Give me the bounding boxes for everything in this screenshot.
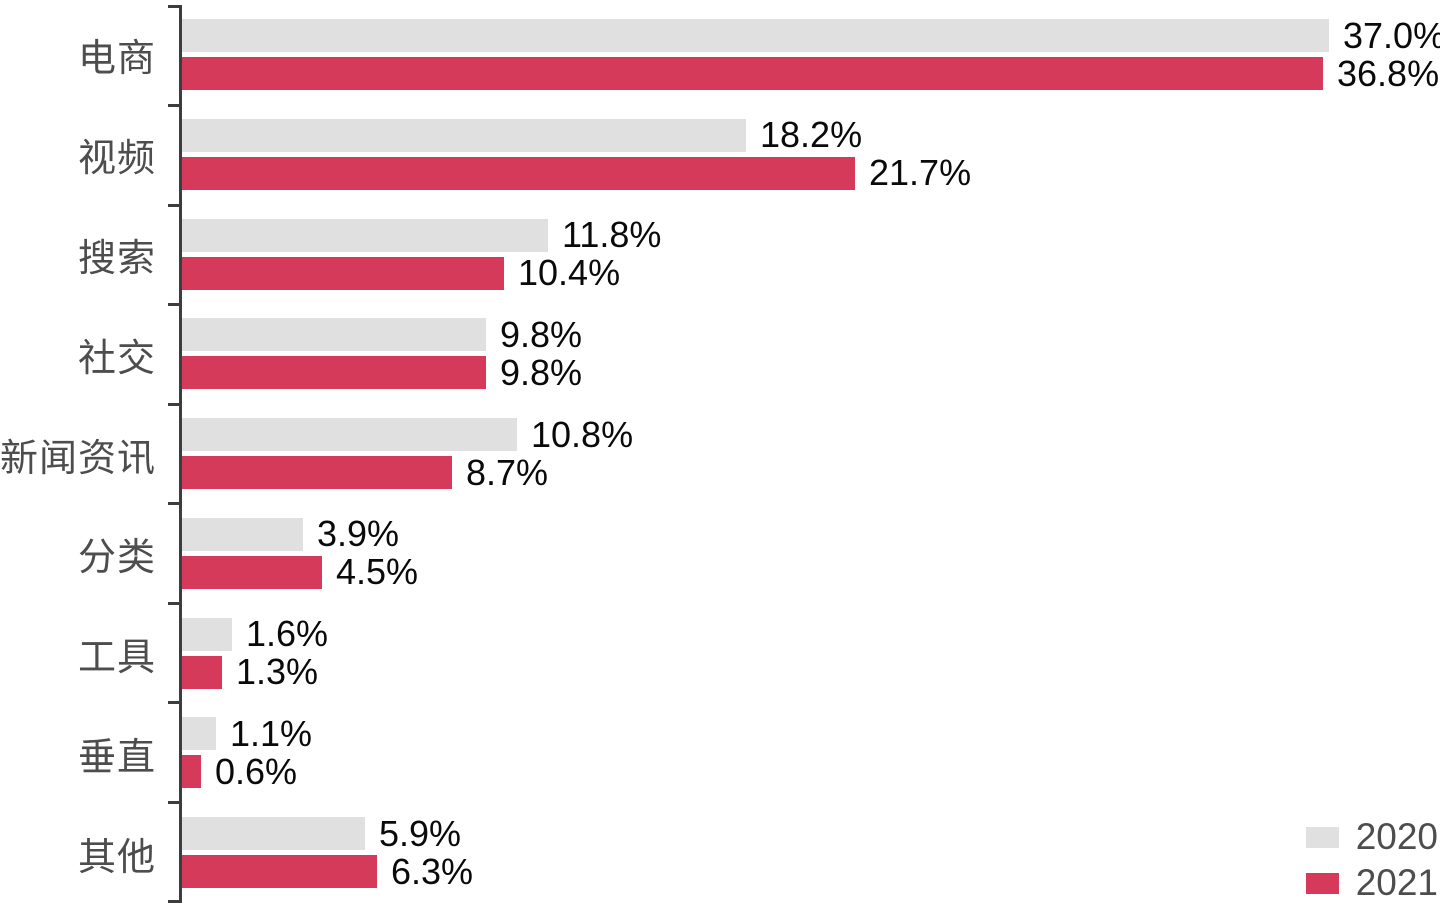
value-label-2021: 1.3% [236,651,319,693]
bar-2020 [182,19,1329,52]
category-label: 垂直 [77,736,156,779]
bar-line-2020: 9.8% [182,314,582,355]
bar-2020 [182,418,517,452]
chart-legend: 2020 2021 [1305,816,1438,903]
bar-2020 [182,717,216,751]
legend-item-2020: 2020 [1305,816,1438,857]
category-label: 分类 [77,537,156,580]
y-axis-line [179,5,182,903]
value-label-2021: 10.4% [518,252,621,294]
chart-row: 新闻资讯 10.8% 8.7% [0,404,1440,504]
bar-line-2020: 18.2% [182,114,862,155]
chart-row: 其他 5.9% 6.3% [0,803,1440,903]
value-label-2020: 3.9% [317,513,400,555]
category-label: 其他 [77,836,156,879]
axis-tick [168,801,179,804]
value-label-2021: 8.7% [466,451,549,493]
value-label-2021: 0.6% [215,750,298,792]
axis-tick [168,5,179,8]
bar-2021 [182,555,322,589]
chart-row: 垂直 1.1% 0.6% [0,703,1440,803]
value-label-2020: 1.1% [230,712,313,754]
bar-line-2020: 11.8% [182,214,661,255]
bar-2020 [182,517,303,551]
bar-2021 [182,156,855,190]
axis-tick [168,602,179,605]
chart-row: 电商 37.0% 36.8% [0,5,1440,105]
axis-tick [168,701,179,704]
bar-line-2021: 4.5% [182,551,418,592]
bar-line-2021: 36.8% [182,53,1439,94]
value-label-2020: 18.2% [760,114,863,156]
axis-tick [168,104,179,107]
chart-row: 视频 18.2% 21.7% [0,105,1440,205]
bar-line-2021: 21.7% [182,152,971,193]
category-label: 视频 [77,138,156,181]
chart-row: 社交 9.8% 9.8% [0,304,1440,404]
value-label-2020: 37.0% [1343,14,1440,56]
axis-tick [168,900,179,903]
bar-2021 [182,57,1323,90]
bar-line-2021: 9.8% [182,352,582,393]
chart-row: 分类 3.9% 4.5% [0,504,1440,604]
axis-tick [168,502,179,505]
bar-2020 [182,817,365,851]
bar-line-2020: 3.9% [182,513,399,554]
bar-line-2021: 0.6% [182,751,297,792]
chart-row: 工具 1.6% 1.3% [0,604,1440,704]
category-label: 新闻资讯 [0,437,156,480]
value-label-2020: 10.8% [531,413,634,455]
legend-label-2020: 2020 [1355,816,1438,857]
bar-line-2020: 10.8% [182,414,633,455]
value-label-2021: 9.8% [500,351,583,393]
bar-line-2020: 1.6% [182,613,328,654]
value-label-2021: 6.3% [391,850,474,892]
bar-line-2020: 1.1% [182,713,312,754]
bar-line-2020: 5.9% [182,813,461,854]
bar-2021 [182,356,486,390]
chart-row: 搜索 11.8% 10.4% [0,205,1440,305]
bar-line-2020: 37.0% [182,15,1440,56]
bar-line-2021: 6.3% [182,851,473,892]
bar-2020 [182,318,486,352]
category-label: 电商 [77,38,156,81]
legend-item-2021: 2021 [1305,862,1438,903]
bar-2020 [182,218,548,252]
category-label: 社交 [77,337,156,380]
value-label-2020: 1.6% [246,613,329,655]
axis-tick [168,403,179,406]
bar-line-2021: 10.4% [182,252,620,293]
value-label-2020: 9.8% [500,313,583,355]
axis-tick [168,303,179,306]
bar-2020 [182,617,232,651]
bar-2021 [182,855,377,889]
value-label-2021: 36.8% [1337,52,1440,94]
legend-swatch-2021 [1305,872,1339,894]
bar-2021 [182,456,452,490]
legend-swatch-2020 [1305,826,1339,848]
value-label-2021: 21.7% [869,152,972,194]
bar-line-2021: 1.3% [182,651,318,692]
legend-label-2021: 2021 [1355,862,1438,903]
value-label-2020: 5.9% [379,812,462,854]
bar-2021 [182,655,222,689]
bar-2021 [182,755,201,789]
bar-2021 [182,256,504,290]
bar-line-2021: 8.7% [182,452,548,493]
category-label: 工具 [77,637,156,680]
category-label: 搜索 [77,237,156,280]
value-label-2021: 4.5% [336,551,419,593]
axis-tick [168,204,179,207]
bar-2020 [182,118,746,152]
value-label-2020: 11.8% [562,214,662,256]
grouped-bar-chart: 电商 37.0% 36.8% 视频 18.2% 21.7% 搜索 11.8% 10.4% 社交 9.… [0,5,1440,903]
chart-rows: 电商 37.0% 36.8% 视频 18.2% 21.7% 搜索 11.8% 10.4% 社交 9.… [0,5,1440,903]
